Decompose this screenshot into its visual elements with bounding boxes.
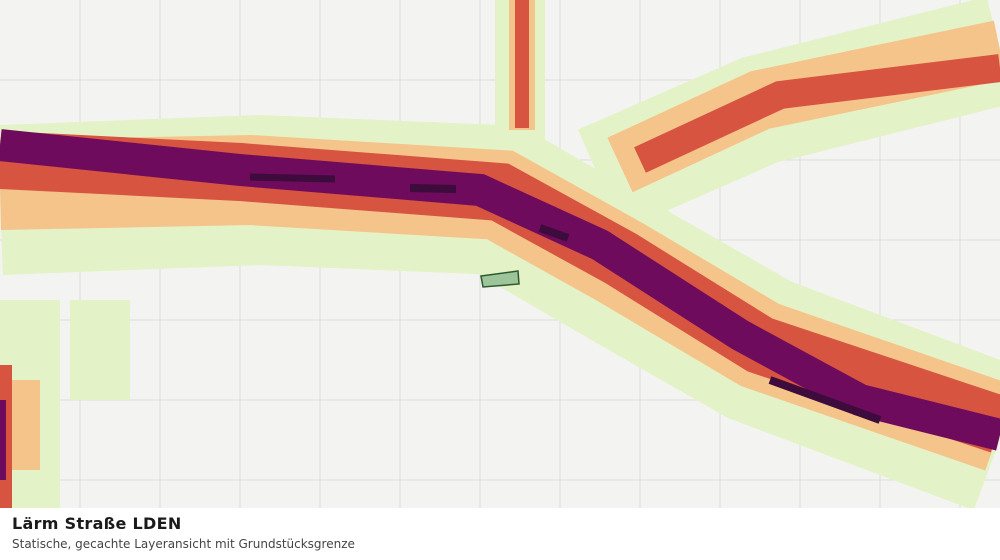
layer-title: Lärm Straße LDEN — [12, 514, 182, 533]
legend-footer: Lärm Straße LDEN Statische, gecachte Lay… — [0, 508, 1000, 560]
band-darkest — [249, 173, 882, 424]
noise-bands — [0, 0, 1000, 508]
band-purple — [0, 129, 1000, 480]
layer-subtitle: Statische, gecachte Layeransicht mit Gru… — [12, 537, 355, 551]
parcel-boundary — [480, 270, 520, 288]
noise-map — [0, 0, 1000, 508]
